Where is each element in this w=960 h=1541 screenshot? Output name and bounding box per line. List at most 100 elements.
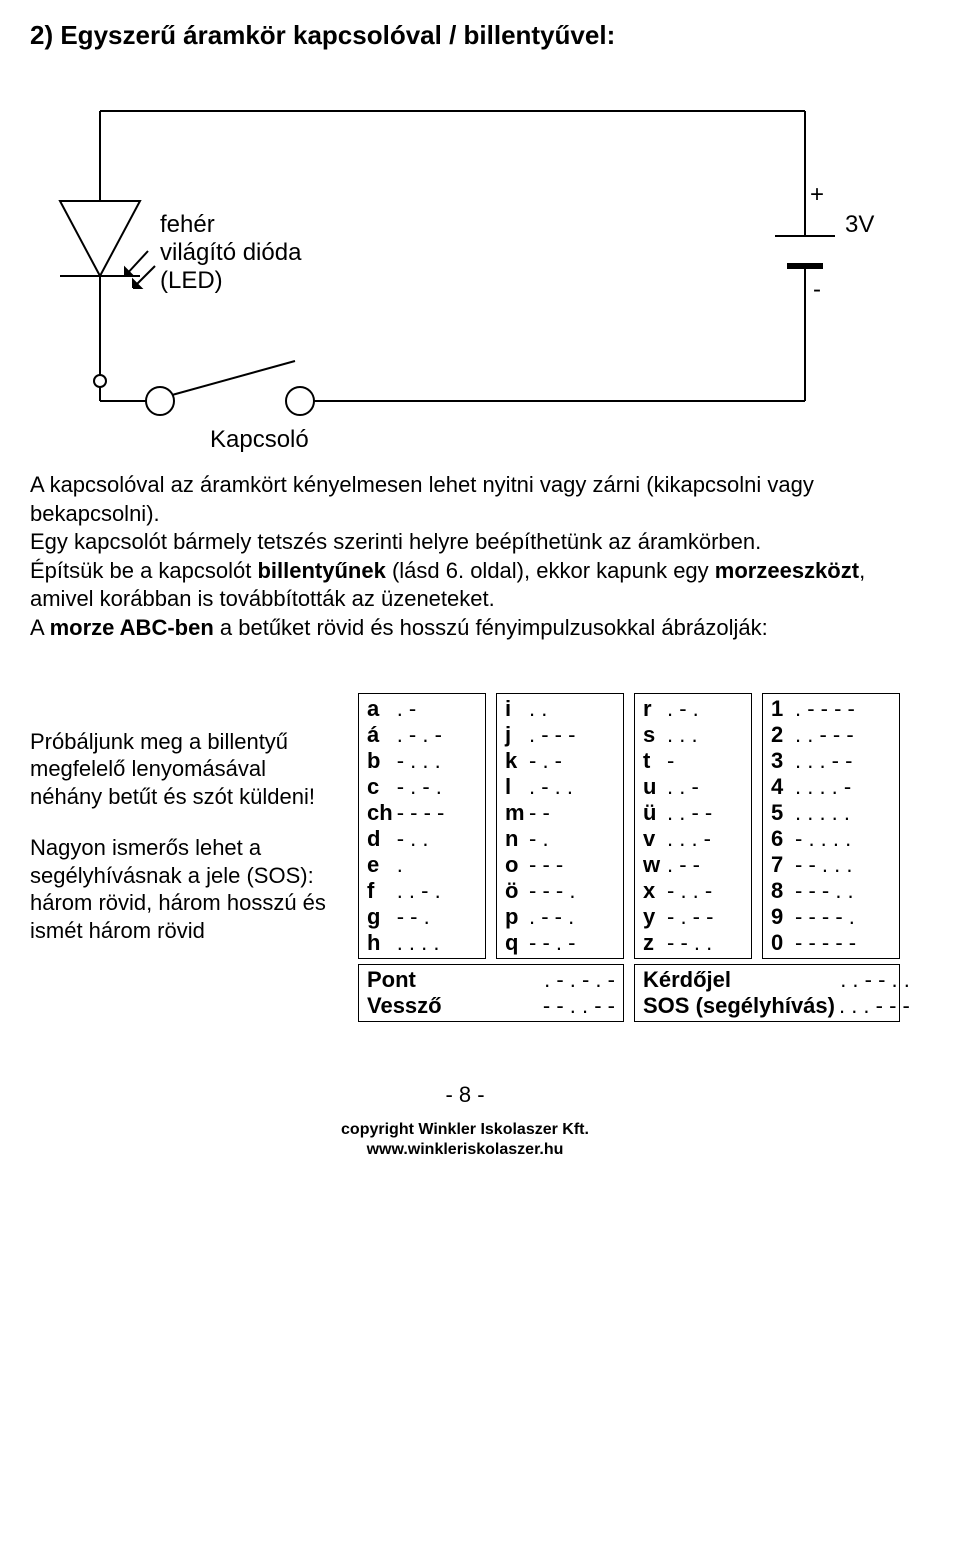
morse-col-3: r. - .s. . .t-u. . -ü. . - -v. . . -w. -… (634, 693, 752, 959)
morse-code: - . - . (395, 774, 479, 800)
instruction-p2: Nagyon ismerős lehet a segélyhívásnak a … (30, 834, 328, 944)
battery-plus: + (810, 181, 824, 209)
morse-code: . - - - - (793, 696, 893, 722)
morse-code: . (395, 852, 479, 878)
morse-label: Pont (365, 967, 493, 993)
morse-letter: ch (365, 800, 395, 826)
voltage-label: 3V (845, 211, 874, 239)
battery-minus: - (813, 276, 821, 304)
morse-code: - - - - . (793, 904, 893, 930)
morse-code: . . (527, 696, 617, 722)
morse-col-4: 1. - - - -2. . - - -3. . . - -4. . . . -… (762, 693, 900, 959)
morse-code: - . . . (395, 748, 479, 774)
morse-letter: a (365, 696, 395, 722)
morse-code: . . - - - (793, 722, 893, 748)
morse-letter: m (503, 800, 527, 826)
morse-letter: x (641, 878, 665, 904)
morse-row1: a. -á. - . -b- . . .c- . - .ch- - - -d- … (358, 693, 900, 959)
morse-letter: ö (503, 878, 527, 904)
morse-letter: 2 (769, 722, 793, 748)
morse-code: . . . - (665, 826, 745, 852)
morse-letter: 4 (769, 774, 793, 800)
morse-code: . . . . (395, 930, 479, 956)
instructions: Próbáljunk meg a billentyű megfelelő len… (30, 693, 328, 969)
morse-letter: n (503, 826, 527, 852)
morse-letter: 1 (769, 696, 793, 722)
morse-letter: 7 (769, 852, 793, 878)
circuit-diagram: fehér világító dióda (LED) + - 3V Kapcso… (30, 81, 880, 441)
morse-code: . . - . (395, 878, 479, 904)
morse-code: - - . . . (793, 852, 893, 878)
morse-code: - - - (527, 852, 617, 878)
morse-letter: b (365, 748, 395, 774)
morse-code: . - . - (395, 722, 479, 748)
switch-label: Kapcsoló (210, 426, 309, 454)
morse-code: - - . . - - (493, 993, 617, 1019)
morse-row2: Pont. - . - . -Vessző- - . . - - Kérdője… (358, 964, 900, 1022)
morse-letter: k (503, 748, 527, 774)
morse-letter: y (641, 904, 665, 930)
morse-code: . - (395, 696, 479, 722)
morse-code: . . . . - (793, 774, 893, 800)
morse-letter: h (365, 930, 395, 956)
morse-letter: u (641, 774, 665, 800)
morse-code: - . (527, 826, 617, 852)
morse-code: . - . . (527, 774, 617, 800)
morse-code: . . . - - (793, 748, 893, 774)
morse-code: - - - . . (793, 878, 893, 904)
morse-letter: w (641, 852, 665, 878)
morse-label: Kérdőjel (641, 967, 837, 993)
circuit-svg (30, 81, 880, 441)
morse-letter: q (503, 930, 527, 956)
content-row: Próbáljunk meg a billentyű megfelelő len… (30, 693, 900, 1022)
morse-code: - - - . (527, 878, 617, 904)
morse-code: . - . (665, 696, 745, 722)
morse-col-1: a. -á. - . -b- . . .c- . - .ch- - - -d- … (358, 693, 486, 959)
morse-letter: 3 (769, 748, 793, 774)
morse-punct-left: Pont. - . - . -Vessző- - . . - - (358, 964, 624, 1022)
morse-code: - - - - - (793, 930, 893, 956)
led-label: fehér világító dióda (LED) (160, 211, 301, 295)
morse-letter: v (641, 826, 665, 852)
morse-tables: a. -á. - . -b- . . .c- . - .ch- - - -d- … (358, 693, 900, 1022)
morse-code: - - - - (395, 800, 479, 826)
morse-code: . . - - (665, 800, 745, 826)
copyright: copyright Winkler Iskolaszer Kft. www.wi… (30, 1120, 900, 1162)
morse-code: - . . . . (793, 826, 893, 852)
morse-code: . - - (665, 852, 745, 878)
morse-letter: e (365, 852, 395, 878)
morse-label: SOS (segélyhívás) (641, 993, 837, 1019)
morse-letter: g (365, 904, 395, 930)
morse-code: - . - (527, 748, 617, 774)
morse-code: - - . . (665, 930, 745, 956)
instruction-p1: Próbáljunk meg a billentyű megfelelő len… (30, 728, 328, 811)
page-number: - 8 - (30, 1082, 900, 1108)
morse-code: - . . (395, 826, 479, 852)
morse-letter: t (641, 748, 665, 774)
morse-col-2: i. .j. - - -k- . -l. - . .m- -n- .o- - -… (496, 693, 624, 959)
morse-code: . - - . (527, 904, 617, 930)
morse-code: - (665, 748, 745, 774)
morse-letter: f (365, 878, 395, 904)
morse-letter: 8 (769, 878, 793, 904)
morse-letter: c (365, 774, 395, 800)
morse-letter: p (503, 904, 527, 930)
morse-letter: 9 (769, 904, 793, 930)
body-paragraph: A kapcsolóval az áramkört kényelmesen le… (30, 471, 900, 643)
morse-code: - - . (395, 904, 479, 930)
morse-code: . . . . . (793, 800, 893, 826)
morse-letter: 0 (769, 930, 793, 956)
morse-code: . - - - (527, 722, 617, 748)
morse-code: - . - - (665, 904, 745, 930)
morse-letter: s (641, 722, 665, 748)
morse-code: . . - (665, 774, 745, 800)
morse-letter: á (365, 722, 395, 748)
morse-code: . - . - . - (493, 967, 617, 993)
morse-letter: l (503, 774, 527, 800)
morse-code: - . . - (665, 878, 745, 904)
morse-letter: j (503, 722, 527, 748)
morse-code: - - (527, 800, 617, 826)
morse-letter: 5 (769, 800, 793, 826)
morse-code: - - . - (527, 930, 617, 956)
morse-letter: o (503, 852, 527, 878)
